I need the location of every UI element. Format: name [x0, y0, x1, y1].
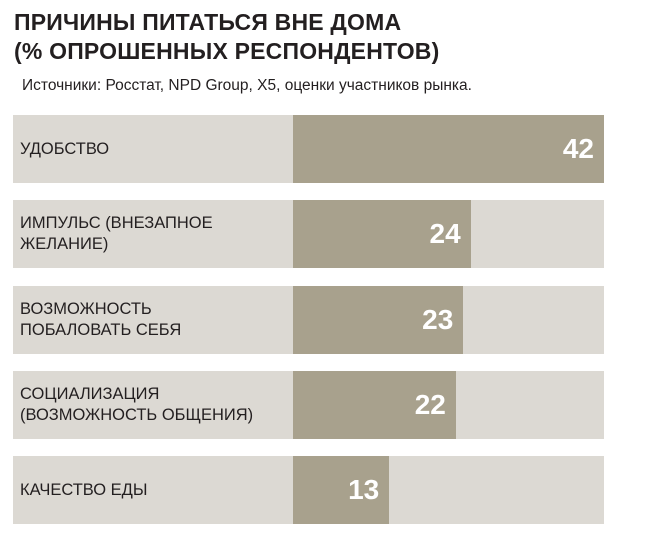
- chart-title: ПРИЧИНЫ ПИТАТЬСЯ ВНЕ ДОМА (% ОПРОШЕННЫХ …: [14, 9, 440, 64]
- value-label: 13: [348, 474, 380, 506]
- bar: [293, 456, 390, 525]
- bar: [293, 285, 464, 354]
- category-label: СОЦИАЛИЗАЦИЯ (ВОЗМОЖНОСТЬ ОБЩЕНИЯ): [20, 384, 254, 424]
- category-label: КАЧЕСТВО ЕДЫ: [20, 480, 148, 499]
- value-label: 24: [429, 218, 461, 250]
- bar-track: КАЧЕСТВО ЕДЫ 13: [13, 456, 604, 525]
- bar: [293, 200, 471, 269]
- value-label: 22: [414, 388, 446, 420]
- category-label: ВОЗМОЖНОСТЬ ПОБАЛОВАТЬ СЕБЯ: [20, 299, 182, 339]
- bar-track: ИМПУЛЬС (ВНЕЗАПНОЕ ЖЕЛАНИЕ) 24: [13, 200, 604, 269]
- value-label: 23: [422, 303, 454, 335]
- category-label: УДОБСТВО: [20, 139, 110, 158]
- bar-track: УДОБСТВО 42: [13, 115, 604, 183]
- chart-subtitle: Источники: Росстат, NPD Group, X5, оценк…: [22, 77, 472, 94]
- bar-track: СОЦИАЛИЗАЦИЯ (ВОЗМОЖНОСТЬ ОБЩЕНИЯ) 22: [13, 370, 604, 439]
- bar: [293, 370, 456, 439]
- category-label: ИМПУЛЬС (ВНЕЗАПНОЕ ЖЕЛАНИЕ): [20, 214, 213, 254]
- bar: [293, 115, 604, 183]
- bar-track: ВОЗМОЖНОСТЬ ПОБАЛОВАТЬ СЕБЯ 23: [13, 285, 604, 354]
- value-label: 42: [562, 133, 594, 164]
